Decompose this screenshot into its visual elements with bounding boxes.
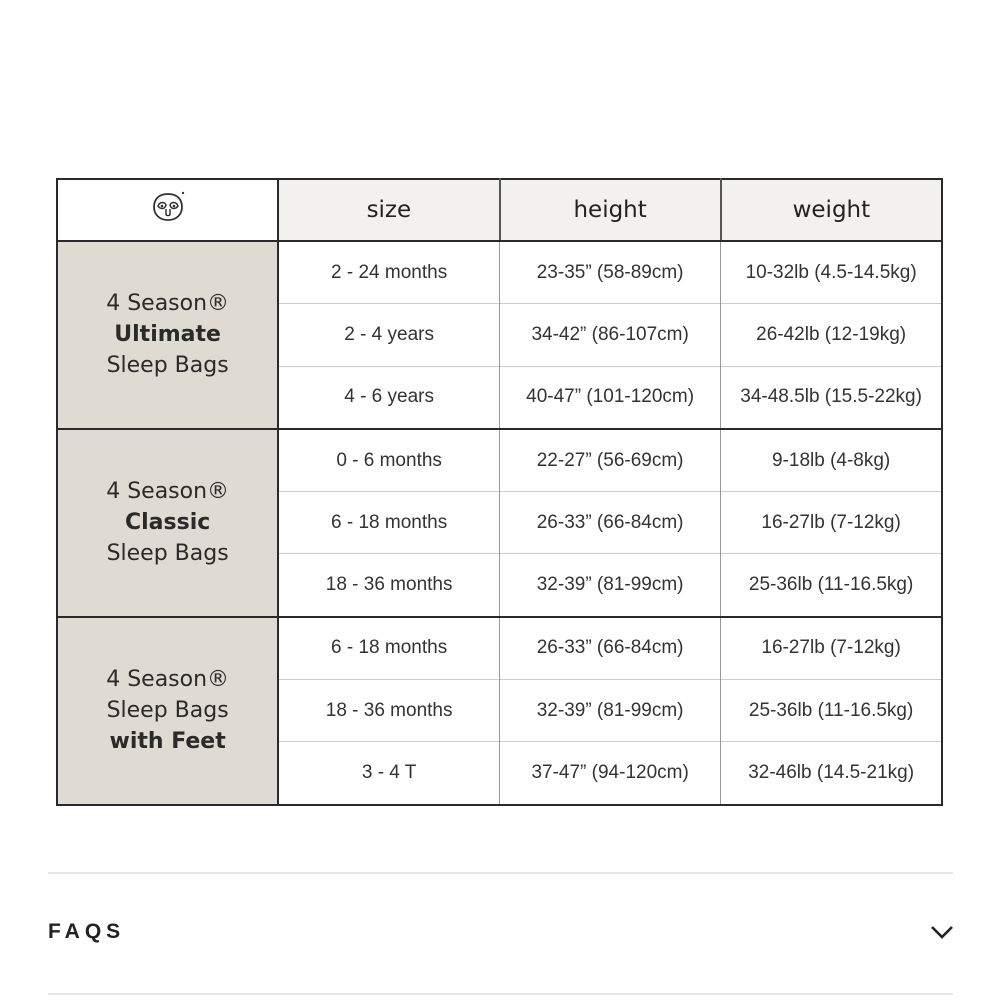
header-height: height bbox=[498, 179, 721, 242]
header-row: size height weight bbox=[57, 179, 942, 242]
cell-size: 6 - 18 months bbox=[277, 615, 500, 680]
group-label-line: 4 Season® bbox=[106, 291, 230, 317]
logo-cell bbox=[57, 179, 280, 242]
table-row: 4 - 6 years 40-47” (101-120cm) 34-48.5lb (… bbox=[57, 365, 942, 429]
table-row: 3 - 4 T 37-47” (94-120cm) 32-46lb (14.5-21… bbox=[57, 741, 942, 805]
cell-size: 18 - 36 months bbox=[277, 679, 500, 742]
group-label-line: Sleep Bags bbox=[106, 541, 229, 567]
header-weight: weight bbox=[719, 179, 942, 242]
faqs-accordion-label[interactable]: FAQS bbox=[48, 920, 126, 943]
cell-weight: 9-18lb (4-8kg) bbox=[720, 427, 942, 492]
cell-height: 22-27” (56-69cm) bbox=[498, 427, 721, 492]
group-label-line: with Feet bbox=[109, 729, 226, 755]
group-label-line: Classic bbox=[124, 510, 211, 536]
cell-size: 3 - 4 T bbox=[277, 741, 500, 805]
group-label-line: Sleep Bags bbox=[106, 353, 229, 379]
cell-height: 26-33” (66-84cm) bbox=[498, 615, 721, 680]
product-group-label: 4 Season® Ultimate Sleep Bags bbox=[57, 240, 280, 429]
product-group-label: 4 Season® Sleep Bags with Feet bbox=[57, 615, 280, 805]
table-row: 2 - 4 years 34-42” (86-107cm) 26-42lb (12-… bbox=[57, 303, 942, 367]
cell-weight: 16-27lb (7-12kg) bbox=[720, 491, 942, 554]
cell-size: 4 - 6 years bbox=[277, 365, 500, 429]
table-row: 18 - 36 months 32-39” (81-99cm) 25-36lb (1… bbox=[57, 679, 942, 742]
cell-weight: 10-32lb (4.5-14.5kg) bbox=[720, 240, 942, 304]
cell-height: 32-39” (81-99cm) bbox=[498, 553, 721, 617]
cell-size: 0 - 6 months bbox=[277, 427, 500, 492]
cell-size: 6 - 18 months bbox=[277, 491, 500, 554]
group-label-line: 4 Season® bbox=[106, 479, 230, 505]
cell-weight: 25-36lb (11-16.5kg) bbox=[720, 553, 942, 617]
table-row: 4 Season® Ultimate Sleep Bags 2 - 24 months… bbox=[57, 240, 942, 429]
cell-size: 2 - 4 years bbox=[277, 303, 500, 367]
product-group-label: 4 Season® Classic Sleep Bags bbox=[57, 427, 280, 617]
cell-weight: 32-46lb (14.5-21kg) bbox=[720, 741, 942, 805]
table-row: 6 - 18 months 26-33” (66-84cm) 16-27lb (7-… bbox=[57, 491, 942, 554]
table-row: 4 Season® Sleep Bags with Feet 6 - 18 month… bbox=[57, 615, 942, 805]
table-row: 4 Season® Classic Sleep Bags 0 - 6 months 22… bbox=[57, 427, 942, 617]
header-size: size bbox=[277, 179, 500, 242]
cell-size: 18 - 36 months bbox=[277, 553, 500, 617]
cell-height: 32-39” (81-99cm) bbox=[498, 679, 721, 742]
sloth-face-icon bbox=[152, 191, 184, 221]
chevron-down-icon[interactable] bbox=[930, 924, 954, 945]
cell-height: 34-42” (86-107cm) bbox=[498, 303, 721, 367]
divider bbox=[48, 993, 953, 995]
cell-weight: 16-27lb (7-12kg) bbox=[720, 615, 942, 680]
cell-height: 40-47” (101-120cm) bbox=[498, 365, 721, 429]
cell-height: 23-35” (58-89cm) bbox=[498, 240, 721, 304]
cell-size: 2 - 24 months bbox=[277, 240, 500, 304]
cell-height: 37-47” (94-120cm) bbox=[498, 741, 721, 805]
cell-height: 26-33” (66-84cm) bbox=[498, 491, 721, 554]
divider bbox=[48, 872, 953, 874]
group-label-line: 4 Season® bbox=[106, 667, 230, 693]
cell-weight: 25-36lb (11-16.5kg) bbox=[720, 679, 942, 742]
table-row: 18 - 36 months 32-39” (81-99cm) 25-36lb (1… bbox=[57, 553, 942, 617]
cell-weight: 26-42lb (12-19kg) bbox=[720, 303, 942, 367]
group-label-line: Ultimate bbox=[114, 322, 221, 348]
size-chart-table: size height weight 4 Season® Ultimate Slee… bbox=[56, 178, 943, 806]
group-label-line: Sleep Bags bbox=[106, 698, 229, 724]
cell-weight: 34-48.5lb (15.5-22kg) bbox=[720, 365, 942, 429]
